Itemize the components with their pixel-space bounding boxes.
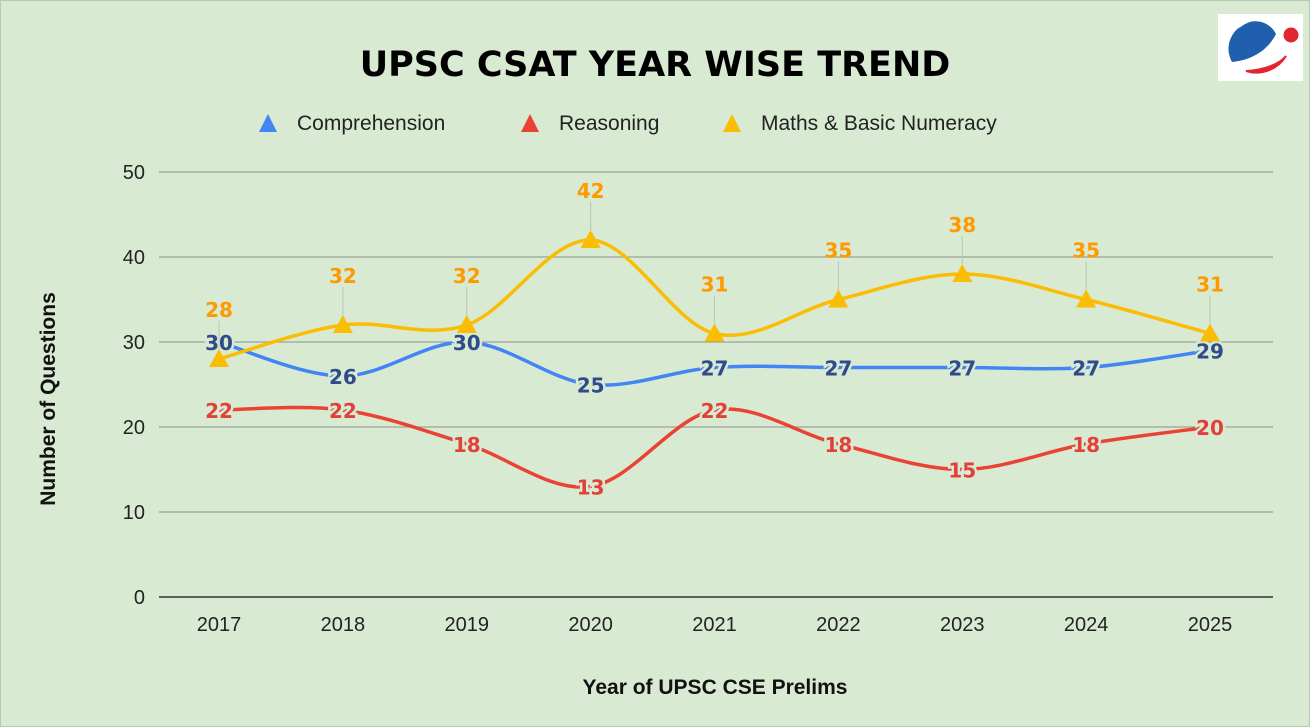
data-label: 27 <box>701 357 729 381</box>
globe-logo-icon <box>1228 21 1299 74</box>
legend: Comprehension Reasoning Maths & Basic Nume… <box>259 112 997 135</box>
data-point-marker <box>1200 323 1220 342</box>
data-point-marker <box>332 315 353 333</box>
data-label: 13 <box>577 476 605 500</box>
data-label: 27 <box>948 357 976 381</box>
logo <box>1218 14 1303 81</box>
x-tick-label: 2024 <box>1064 614 1109 636</box>
data-point-marker <box>952 264 973 282</box>
data-label: 18 <box>1072 433 1100 457</box>
data-label: 27 <box>1072 357 1100 381</box>
data-point-marker <box>704 323 725 342</box>
legend-marker-triangle-icon <box>521 114 539 132</box>
gridlines <box>159 171 1273 598</box>
y-tick-label: 0 <box>134 587 145 609</box>
data-label: 29 <box>1196 340 1224 364</box>
data-label: 15 <box>948 459 976 483</box>
data-label: 18 <box>453 433 481 457</box>
legend-marker-triangle-icon <box>259 114 277 132</box>
legend-item: Reasoning <box>559 112 659 135</box>
data-label: 22 <box>205 399 233 423</box>
data-label: 38 <box>948 213 976 237</box>
x-tick-label: 2020 <box>568 614 613 636</box>
data-point-marker <box>456 315 477 333</box>
x-tick-label: 2025 <box>1188 614 1233 636</box>
data-label: 31 <box>701 273 729 297</box>
data-label: 26 <box>329 365 357 389</box>
chart-title: UPSC CSAT YEAR WISE TREND <box>360 45 951 85</box>
data-point-marker <box>209 349 229 367</box>
data-label: 30 <box>453 331 481 355</box>
data-point-marker <box>1076 289 1097 308</box>
x-tick-label: 2021 <box>692 614 737 636</box>
data-label: 25 <box>577 374 605 398</box>
data-label: 31 <box>1196 273 1224 297</box>
y-tick-label: 30 <box>123 332 145 354</box>
x-tick-label: 2018 <box>321 614 366 636</box>
data-label: 42 <box>577 179 605 203</box>
data-label: 35 <box>1072 239 1100 263</box>
legend-marker-triangle-icon <box>723 114 741 132</box>
legend-item: Maths & Basic Numeracy <box>761 112 997 135</box>
data-label: 27 <box>824 357 852 381</box>
x-tick-label: 2017 <box>197 614 242 636</box>
y-tick-label: 10 <box>123 502 145 524</box>
series-line <box>218 340 1211 387</box>
y-tick-label: 20 <box>123 417 145 439</box>
data-label: 32 <box>329 264 357 288</box>
y-tick-label: 40 <box>123 247 145 269</box>
y-axis-title: Number of Questions <box>37 292 60 506</box>
legend-item: Comprehension <box>297 112 445 135</box>
x-axis-title: Year of UPSC CSE Prelims <box>583 676 848 699</box>
data-label: 22 <box>701 399 729 423</box>
data-label: 20 <box>1196 416 1224 440</box>
x-tick-label: 2019 <box>445 614 490 636</box>
data-label: 35 <box>824 239 852 263</box>
data-label: 28 <box>205 298 233 322</box>
data-point-marker <box>828 289 849 308</box>
y-axis-ticks: 0 10 20 30 40 50 <box>123 162 145 609</box>
x-tick-label: 2023 <box>940 614 985 636</box>
data-label: 18 <box>824 433 852 457</box>
y-tick-label: 50 <box>123 162 145 184</box>
data-label: 22 <box>329 399 357 423</box>
x-axis-ticks: 2017 2018 2019 2020 2021 2022 2023 2024 2025 <box>197 614 1233 636</box>
x-tick-label: 2022 <box>816 614 861 636</box>
data-point-marker <box>580 230 601 248</box>
data-label: 32 <box>453 264 481 288</box>
series-line <box>218 405 1211 489</box>
